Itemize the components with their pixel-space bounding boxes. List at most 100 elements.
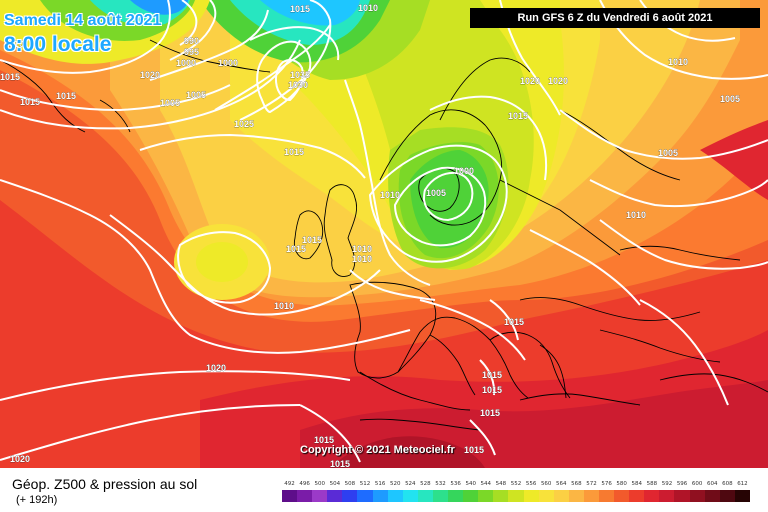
scale-swatch <box>297 490 313 502</box>
scale-swatch <box>719 490 735 502</box>
scale-swatch <box>704 490 720 502</box>
scale-swatch <box>372 490 388 502</box>
isobar-label: 1010 <box>352 244 372 254</box>
scale-label: 600 <box>691 481 703 487</box>
scale-swatch <box>553 490 569 502</box>
scale-label: 584 <box>631 481 643 487</box>
isobar-label: 1030 <box>288 80 308 90</box>
scale-swatch <box>538 490 554 502</box>
scale-label: 572 <box>586 481 597 487</box>
scale-label: 556 <box>525 481 537 487</box>
isobar-label: 1015 <box>314 435 334 445</box>
isobar-label: 1005 <box>186 90 206 100</box>
isobar-label: 1035 <box>290 70 310 80</box>
scale-label: 504 <box>329 481 341 487</box>
isobar-labels: 1010 1015 990 995 1000 1000 1005 1015 10… <box>0 3 740 468</box>
scale-label: 604 <box>707 481 718 487</box>
isobar-label: 1010 <box>358 3 378 13</box>
isobar-label: 995 <box>184 47 199 57</box>
isobar-label: 1020 <box>140 70 160 80</box>
scale-label: 512 <box>359 481 371 487</box>
isobar-label: 1015 <box>330 459 350 468</box>
scale-swatch <box>342 490 358 502</box>
scale-swatch <box>493 490 509 502</box>
scale-label: 564 <box>556 481 567 487</box>
weather-map: 1010 1015 990 995 1000 1000 1005 1015 10… <box>0 0 768 468</box>
isobar-label: 1015 <box>504 317 524 327</box>
scale-label: 560 <box>540 481 552 487</box>
scale-label: 548 <box>495 481 507 487</box>
scale-label: 524 <box>405 481 416 487</box>
z500-band-544 <box>410 150 489 249</box>
scale-swatch <box>614 490 630 502</box>
scale-swatch <box>327 490 343 502</box>
isobar-label: 1015 <box>284 147 304 157</box>
z500-nw-low-4 <box>130 0 188 15</box>
scale-label: 596 <box>676 481 688 487</box>
scale-label: 580 <box>616 481 627 487</box>
scale-swatch <box>598 490 615 502</box>
copyright-watermark: Copyright © 2021 Meteociel.fr <box>300 444 455 456</box>
scale-swatch <box>734 490 750 502</box>
scale-swatch <box>674 490 690 502</box>
isobar-label: 1020 <box>10 454 30 464</box>
scale-swatch <box>312 490 328 502</box>
scale-swatch <box>644 490 660 502</box>
isobar-label: 1020 <box>548 76 568 86</box>
scale-swatch <box>417 490 433 502</box>
isobar-label: 1025 <box>234 119 254 129</box>
scale-label: 520 <box>389 481 401 487</box>
isobar-label: 1015 <box>482 385 502 395</box>
scale-swatch <box>448 490 464 502</box>
scale-swatch <box>387 490 403 502</box>
scale-label: 544 <box>480 481 492 487</box>
z500-band-north-4 <box>260 0 360 26</box>
legend-subtitle: (+ 192h) <box>16 494 58 506</box>
isobar-label: 1015 <box>0 72 20 82</box>
isobar-label: 1005 <box>720 94 740 104</box>
isobar-label: 1005 <box>658 148 678 158</box>
isobar-label: 1015 <box>508 111 528 121</box>
scale-label: 588 <box>646 481 658 487</box>
scale-label: 552 <box>510 481 522 487</box>
scale-label: 516 <box>374 481 386 487</box>
isobar-label: 1010 <box>352 254 372 264</box>
scale-label: 540 <box>465 481 476 487</box>
run-banner: Run GFS 6 Z du Vendredi 6 août 2021 <box>470 8 760 28</box>
isobar-label: 1010 <box>274 301 294 311</box>
isobar-label: 1010 <box>626 210 646 220</box>
scale-label: 492 <box>284 481 295 487</box>
scale-swatch <box>523 490 539 502</box>
isobar-label: 1000 <box>454 166 474 176</box>
forecast-date: Samedi 14 août 2021 <box>4 12 162 29</box>
scale-swatch <box>583 490 599 502</box>
isobar-label: 1015 <box>290 4 310 14</box>
isobar-label: 1005 <box>160 98 180 108</box>
isobar-label: 1000 <box>176 58 196 68</box>
scale-label: 532 <box>435 481 446 487</box>
scale-swatch <box>478 490 494 502</box>
isobar-label: 990 <box>184 36 199 46</box>
scale-label: 608 <box>722 481 733 487</box>
scale-swatch <box>629 490 645 502</box>
z500-band-596 <box>330 436 485 468</box>
scale-label: 568 <box>571 481 582 487</box>
z500-east-band <box>700 120 768 200</box>
scale-label: 528 <box>420 481 431 487</box>
isobar-label: 1010 <box>380 190 400 200</box>
isobar-label: 1015 <box>20 97 40 107</box>
isobar-label: 1010 <box>4 39 24 49</box>
scale-swatch <box>689 490 705 502</box>
scale-swatch <box>402 490 418 502</box>
scale-label: 508 <box>344 481 356 487</box>
scale-label: 592 <box>661 481 673 487</box>
scale-swatch <box>432 490 449 502</box>
color-scale-bar <box>282 490 750 502</box>
isobar-label: 1015 <box>482 370 502 380</box>
isobars <box>0 0 768 463</box>
isobar-label: 1020 <box>520 76 540 86</box>
scale-swatch <box>282 490 298 502</box>
scale-label: 612 <box>737 481 748 487</box>
scale-swatch <box>463 490 479 502</box>
isobar-label: 1015 <box>480 408 500 418</box>
